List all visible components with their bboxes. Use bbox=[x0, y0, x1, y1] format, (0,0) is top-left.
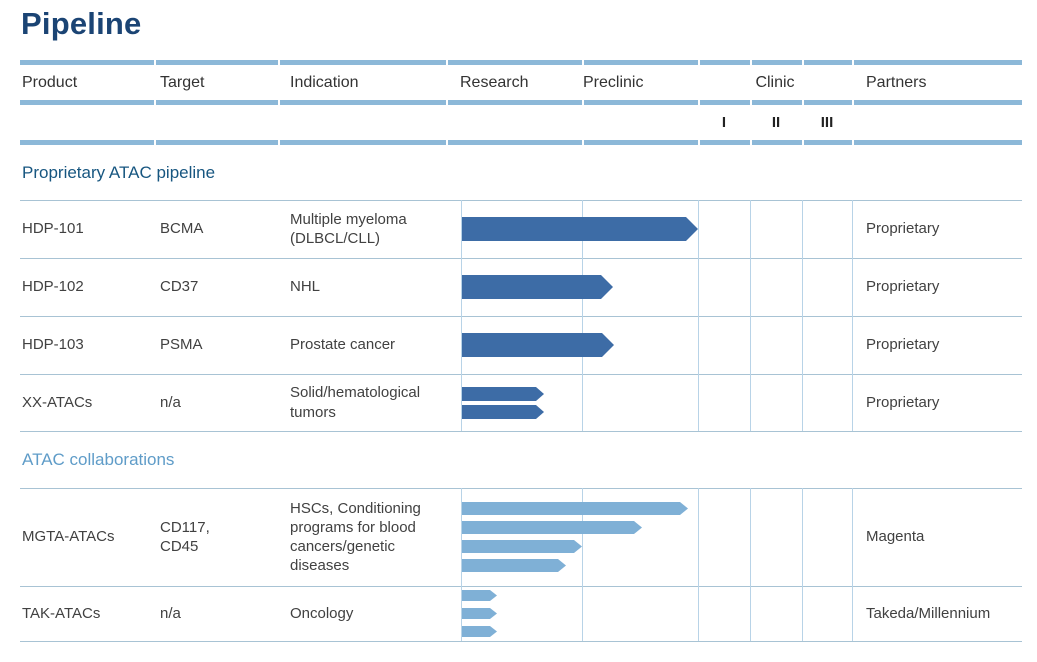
phase-label-1: I bbox=[721, 113, 727, 131]
pipeline-arrow bbox=[462, 626, 497, 637]
phase-gridline bbox=[461, 488, 462, 641]
cell-indication: Solid/hematological tumors bbox=[290, 384, 421, 421]
cell-partner: Proprietary bbox=[866, 278, 940, 296]
row-separator bbox=[20, 488, 1022, 489]
pipeline-arrow bbox=[462, 333, 614, 357]
col-header-indication: Indication bbox=[290, 73, 359, 91]
row-separator bbox=[20, 200, 1022, 201]
cell-product: HDP-103 bbox=[22, 336, 84, 354]
pipeline-arrow bbox=[462, 217, 698, 241]
phase-gridline bbox=[582, 488, 583, 641]
phase-gridline bbox=[802, 488, 803, 641]
cell-product: XX-ATACs bbox=[22, 393, 93, 411]
row-separator bbox=[20, 641, 1022, 642]
cell-product: HDP-101 bbox=[22, 220, 84, 238]
section-title-collaborations: ATAC collaborations bbox=[22, 450, 175, 469]
col-header-target: Target bbox=[160, 73, 205, 91]
phase-gridline bbox=[802, 200, 803, 431]
cell-indication: NHL bbox=[290, 278, 321, 296]
pipeline-arrow bbox=[462, 590, 497, 601]
phase-label-2: II bbox=[771, 113, 781, 131]
pipeline-arrow bbox=[462, 521, 642, 534]
phase-gridline bbox=[461, 200, 462, 431]
phase-gridline bbox=[750, 488, 751, 641]
cell-partner: Magenta bbox=[866, 528, 925, 546]
cell-indication: Multiple myeloma (DLBCL/CLL) bbox=[290, 210, 407, 247]
cell-target: BCMA bbox=[160, 220, 204, 238]
cell-partner: Proprietary bbox=[866, 220, 940, 238]
cell-target: CD117, CD45 bbox=[160, 518, 210, 555]
header-rule-bottom bbox=[20, 140, 1022, 145]
cell-product: TAK-ATACs bbox=[22, 604, 101, 622]
cell-partner: Proprietary bbox=[866, 393, 940, 411]
phase-gridline bbox=[750, 200, 751, 431]
phase-label-3: III bbox=[820, 113, 834, 131]
phase-gridline bbox=[698, 488, 699, 641]
pipeline-arrow bbox=[462, 540, 582, 553]
cell-target: n/a bbox=[160, 393, 181, 411]
row-separator bbox=[20, 431, 1022, 432]
phase-gridline bbox=[852, 200, 853, 431]
header-rule-top bbox=[20, 60, 1022, 65]
cell-indication: Prostate cancer bbox=[290, 336, 396, 354]
section-title-proprietary: Proprietary ATAC pipeline bbox=[22, 162, 216, 182]
cell-target: PSMA bbox=[160, 336, 203, 354]
page-title: Pipeline bbox=[21, 6, 142, 41]
cell-indication: HSCs, Conditioning programs for blood ca… bbox=[290, 499, 421, 575]
phase-gridline bbox=[582, 200, 583, 431]
cell-target: n/a bbox=[160, 604, 181, 622]
pipeline-arrow bbox=[462, 405, 544, 419]
pipeline-arrow bbox=[462, 559, 566, 572]
pipeline-arrow bbox=[462, 275, 613, 299]
pipeline-arrow bbox=[462, 608, 497, 619]
cell-partner: Takeda/Millennium bbox=[866, 604, 991, 622]
col-header-research: Research bbox=[460, 73, 529, 91]
row-separator bbox=[20, 374, 1022, 375]
row-separator bbox=[20, 258, 1022, 259]
cell-product: MGTA-ATACs bbox=[22, 528, 115, 546]
col-header-preclinic: Preclinic bbox=[583, 73, 644, 91]
cell-indication: Oncology bbox=[290, 604, 354, 622]
cell-product: HDP-102 bbox=[22, 278, 84, 296]
pipeline-arrow bbox=[462, 387, 544, 401]
col-header-partners: Partners bbox=[866, 73, 927, 91]
row-separator bbox=[20, 586, 1022, 587]
col-header-product: Product bbox=[22, 73, 78, 91]
phase-gridline bbox=[698, 200, 699, 431]
cell-target: CD37 bbox=[160, 278, 199, 296]
header-rule-middle bbox=[20, 100, 1022, 105]
col-header-clinic: Clinic bbox=[755, 73, 795, 91]
row-separator bbox=[20, 316, 1022, 317]
cell-partner: Proprietary bbox=[866, 336, 940, 354]
pipeline-arrow bbox=[462, 502, 688, 515]
phase-gridline bbox=[852, 488, 853, 641]
